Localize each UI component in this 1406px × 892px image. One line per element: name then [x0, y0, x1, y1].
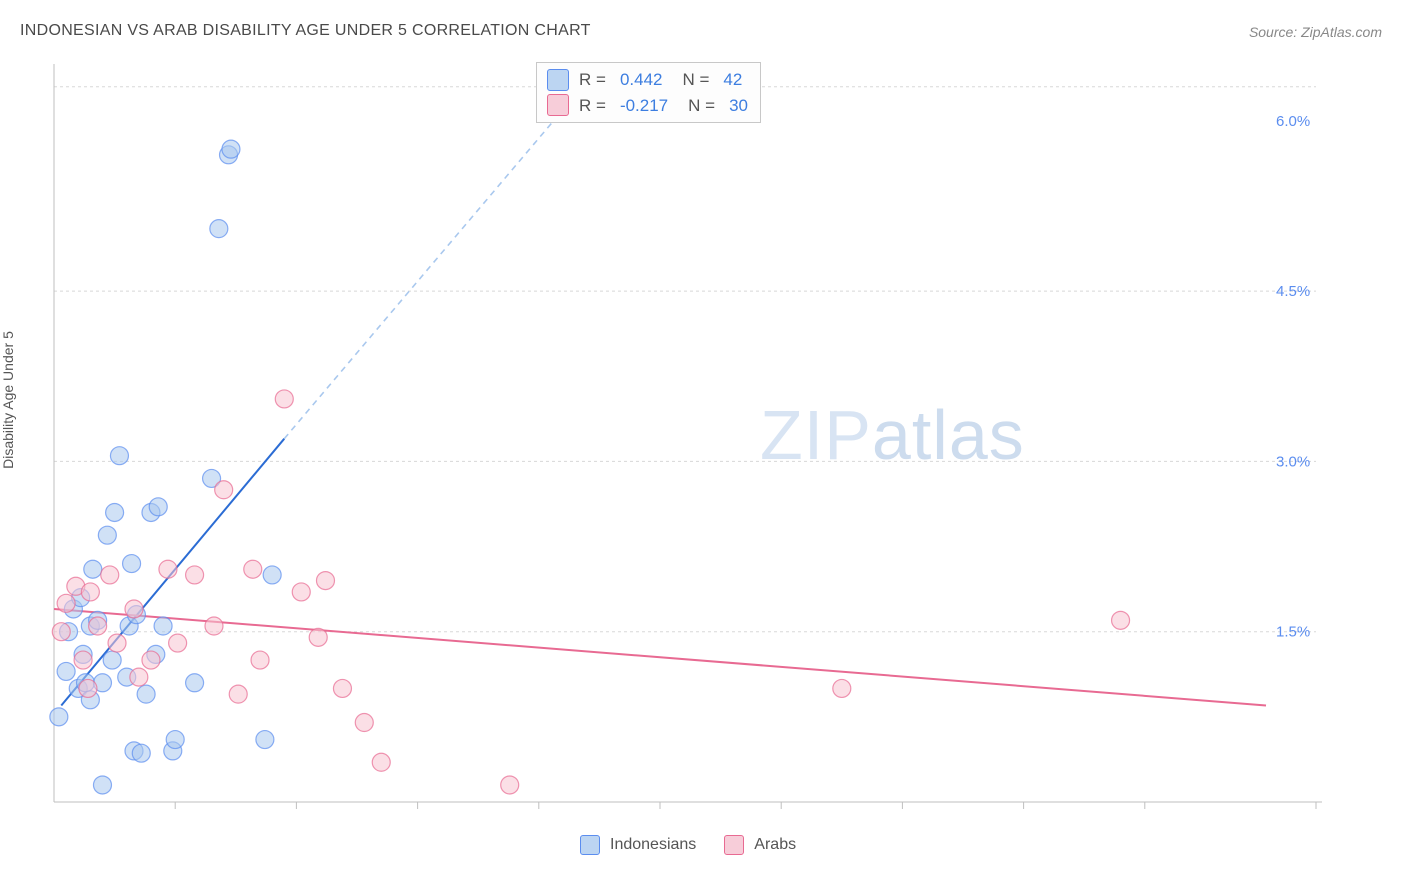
legend-swatch: [547, 69, 569, 91]
series-legend: Indonesians Arabs: [580, 835, 796, 855]
svg-text:1.5%: 1.5%: [1276, 624, 1310, 641]
legend-r-label: R =: [579, 67, 606, 93]
chart-area: 1.5%3.0%4.5%6.0%0.0%50.0%: [48, 60, 1328, 820]
correlation-legend: R = 0.442 N = 42 R = -0.217 N = 30: [536, 62, 761, 123]
legend-swatch: [580, 835, 600, 855]
svg-text:4.5%: 4.5%: [1276, 283, 1310, 300]
legend-r-value: -0.217: [620, 93, 668, 119]
legend-swatch: [547, 94, 569, 116]
legend-series-label: Indonesians: [610, 836, 696, 854]
legend-r-label: R =: [579, 93, 606, 119]
source-attribution: Source: ZipAtlas.com: [1249, 24, 1382, 40]
series-legend-item: Arabs: [724, 835, 796, 855]
legend-n-label: N =: [682, 67, 709, 93]
scatter-plot: 1.5%3.0%4.5%6.0%0.0%50.0%: [48, 60, 1328, 820]
y-axis-label: Disability Age Under 5: [0, 331, 16, 469]
legend-r-value: 0.442: [620, 67, 663, 93]
chart-title: INDONESIAN VS ARAB DISABILITY AGE UNDER …: [20, 22, 591, 40]
legend-row: R = 0.442 N = 42: [547, 67, 748, 93]
svg-text:3.0%: 3.0%: [1276, 453, 1310, 470]
series-legend-item: Indonesians: [580, 835, 696, 855]
legend-n-label: N =: [688, 93, 715, 119]
svg-text:6.0%: 6.0%: [1276, 113, 1310, 130]
legend-swatch: [724, 835, 744, 855]
legend-series-label: Arabs: [754, 836, 796, 854]
legend-n-value: 42: [723, 67, 742, 93]
legend-row: R = -0.217 N = 30: [547, 93, 748, 119]
legend-n-value: 30: [729, 93, 748, 119]
